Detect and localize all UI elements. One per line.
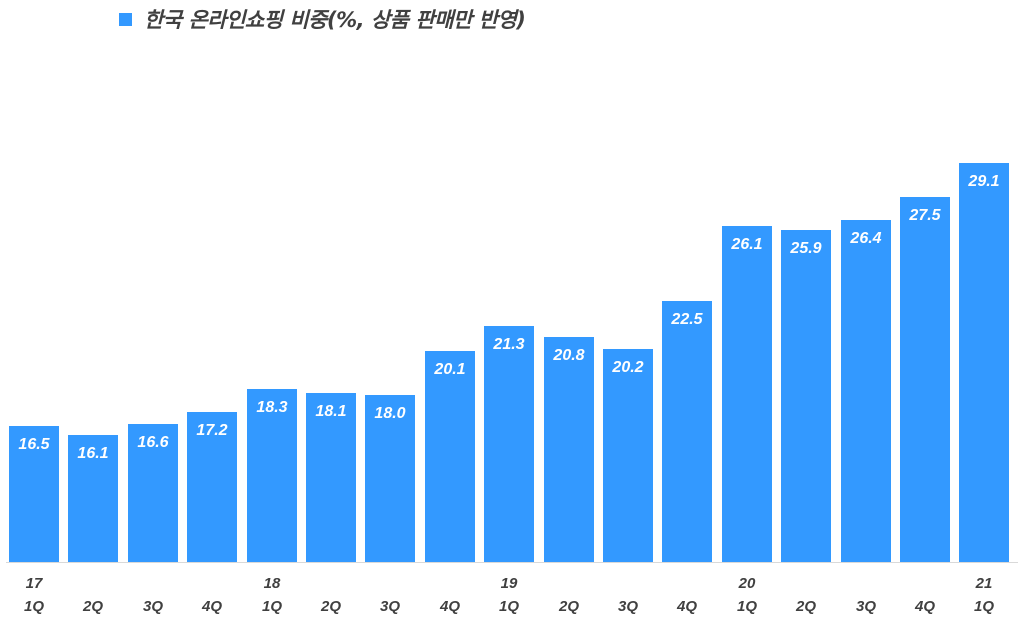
bar: 16.1 <box>68 435 118 562</box>
bar: 17.2 <box>187 412 237 562</box>
x-tick-label: 2Q <box>781 574 831 617</box>
x-tick-quarter: 4Q <box>676 598 697 615</box>
x-tick-year <box>68 574 118 594</box>
bar: 29.1 <box>959 163 1009 562</box>
x-tick-label: 21 1Q <box>959 574 1009 617</box>
legend-swatch <box>119 12 132 26</box>
x-tick-year <box>365 574 415 594</box>
x-tick-year <box>662 574 712 594</box>
x-tick-quarter: 1Q <box>23 598 44 615</box>
bar: 20.2 <box>603 349 653 562</box>
x-tick-label: 20 1Q <box>722 574 772 617</box>
x-tick-quarter: 4Q <box>914 598 935 615</box>
bar-value-label: 16.5 <box>18 436 50 453</box>
x-tick-quarter: 4Q <box>439 598 460 615</box>
bar: 16.5 <box>9 426 59 562</box>
x-tick-year: 20 <box>738 575 756 592</box>
x-tick-year <box>128 574 178 594</box>
bar: 25.9 <box>781 230 831 562</box>
x-tick-label: 2Q <box>306 574 356 617</box>
x-tick-quarter: 2Q <box>320 598 341 615</box>
x-tick-label: 4Q <box>187 574 237 617</box>
x-tick-label: 3Q <box>365 574 415 617</box>
x-tick-label: 2Q <box>68 574 118 617</box>
x-tick-quarter: 1Q <box>261 598 282 615</box>
x-tick-label: 19 1Q <box>484 574 534 617</box>
x-tick-year: 18 <box>263 575 281 592</box>
x-tick-year <box>425 574 475 594</box>
bar-value-label: 27.5 <box>909 207 941 224</box>
bar-value-label: 26.4 <box>850 230 882 247</box>
x-tick-label: 4Q <box>900 574 950 617</box>
x-tick-year <box>603 574 653 594</box>
x-tick-quarter: 3Q <box>617 598 638 615</box>
bar: 20.1 <box>425 351 475 562</box>
bar-value-label: 25.9 <box>790 240 822 257</box>
bar-value-label: 20.8 <box>553 347 585 364</box>
x-tick-year: 21 <box>975 575 993 592</box>
bar-value-label: 16.6 <box>137 434 169 451</box>
bar: 18.1 <box>306 393 356 562</box>
bar: 16.6 <box>128 424 178 562</box>
bar: 18.0 <box>365 395 415 562</box>
bar-value-label: 20.2 <box>612 359 644 376</box>
bar-value-label: 18.1 <box>315 403 347 420</box>
x-tick-quarter: 2Q <box>558 598 579 615</box>
x-tick-quarter: 1Q <box>973 598 994 615</box>
x-tick-year <box>841 574 891 594</box>
x-tick-label: 18 1Q <box>247 574 297 617</box>
chart-legend: 한국 온라인쇼핑 비중(%, 상품 판매만 반영) <box>119 4 526 34</box>
bar: 18.3 <box>247 389 297 562</box>
bar: 21.3 <box>484 326 534 562</box>
legend-label: 한국 온라인쇼핑 비중(%, 상품 판매만 반영) <box>144 8 526 32</box>
x-tick-quarter: 4Q <box>201 598 222 615</box>
x-tick-quarter: 2Q <box>795 598 816 615</box>
x-tick-label: 17 1Q <box>9 574 59 617</box>
bar-value-label: 22.5 <box>671 311 703 328</box>
x-tick-quarter: 3Q <box>855 598 876 615</box>
x-tick-year: 17 <box>25 575 43 592</box>
x-tick-label: 3Q <box>603 574 653 617</box>
bar: 26.4 <box>841 220 891 562</box>
bar-value-label: 20.1 <box>434 361 466 378</box>
bar-value-label: 18.0 <box>374 405 406 422</box>
bar-value-label: 16.1 <box>77 445 109 462</box>
bar: 26.1 <box>722 226 772 562</box>
x-tick-quarter: 1Q <box>498 598 519 615</box>
bar-value-label: 18.3 <box>256 399 288 416</box>
x-tick-year: 19 <box>500 575 518 592</box>
bar: 27.5 <box>900 197 950 562</box>
x-tick-year <box>306 574 356 594</box>
bar-value-label: 21.3 <box>493 336 525 353</box>
x-tick-label: 4Q <box>425 574 475 617</box>
x-tick-year <box>900 574 950 594</box>
bar-value-label: 26.1 <box>731 236 763 253</box>
x-tick-year <box>187 574 237 594</box>
x-tick-label: 4Q <box>662 574 712 617</box>
x-tick-year <box>781 574 831 594</box>
x-tick-label: 3Q <box>128 574 178 617</box>
x-tick-quarter: 1Q <box>736 598 757 615</box>
x-tick-quarter: 2Q <box>82 598 103 615</box>
x-axis-line <box>6 562 1018 563</box>
bar-value-label: 29.1 <box>968 173 1000 190</box>
x-tick-quarter: 3Q <box>142 598 163 615</box>
x-tick-year <box>544 574 594 594</box>
bar: 22.5 <box>662 301 712 562</box>
x-tick-label: 2Q <box>544 574 594 617</box>
x-tick-label: 3Q <box>841 574 891 617</box>
x-tick-quarter: 3Q <box>379 598 400 615</box>
bar-value-label: 17.2 <box>196 422 228 439</box>
bar: 20.8 <box>544 337 594 562</box>
